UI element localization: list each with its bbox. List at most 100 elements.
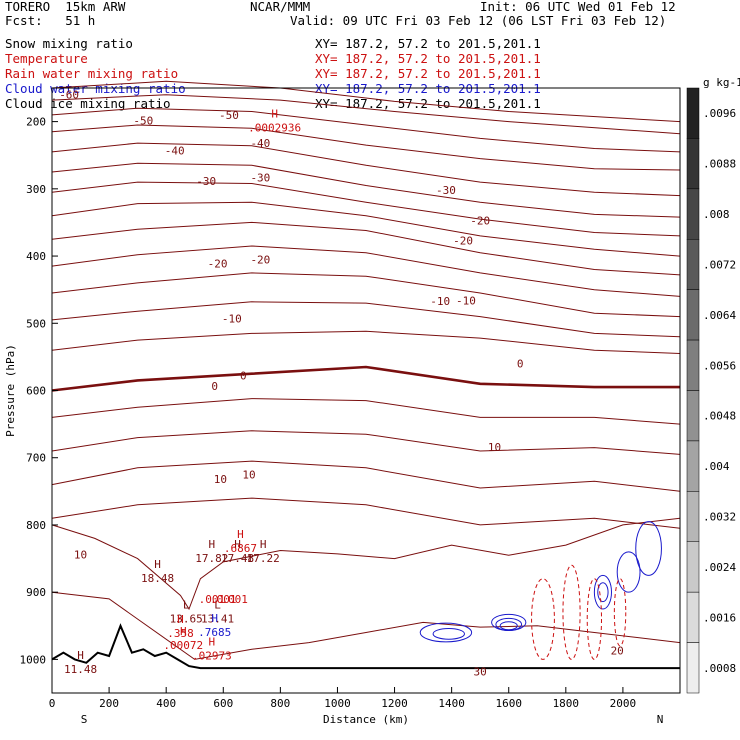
y-tick-label: 300 [26, 183, 46, 196]
extremum-marker: H [154, 558, 161, 571]
extremum-value: 17.48 [221, 552, 254, 565]
x-tick-label: 600 [213, 697, 233, 710]
colorbar-tick-label: .0032 [703, 511, 736, 524]
x-tick-label: 0 [49, 697, 56, 710]
temperature-label: -10 [222, 313, 242, 326]
temperature-contour-line [51, 398, 681, 425]
extremum-value: 11.48 [64, 663, 97, 676]
cloud-water-contour [495, 617, 523, 631]
x-tick-label: 200 [99, 697, 119, 710]
temperature-label: 10 [214, 473, 227, 486]
model-title: TORERO 15km ARW [5, 0, 126, 14]
field-xy-temperature: XY= 187.2, 57.2 to 201.5,201.1 [315, 51, 541, 66]
colorbar-swatch [686, 642, 700, 694]
temperature-label: -40 [165, 145, 185, 158]
rain-label: .001 [221, 593, 248, 606]
temperature-contour-line [51, 124, 681, 171]
temperature-contour-line [51, 245, 681, 297]
y-tick-label: 500 [26, 317, 46, 330]
cloud-water-contours [419, 521, 662, 643]
temperature-label: 0 [211, 380, 218, 393]
colorbar: .0096 .0088 .008 .0072 .0064 .0056 .0048 .004 .0… [686, 76, 740, 694]
y-axis-label: Pressure (hPa) [4, 344, 17, 437]
colorbar-swatch [686, 491, 700, 543]
x-tick-label: 2000 [610, 697, 637, 710]
extremum-marker: L [214, 598, 221, 611]
cloud-water-contour [616, 551, 641, 593]
temperature-label: -10 [456, 294, 476, 307]
colorbar-swatch [686, 239, 700, 290]
extremum-marker: H [209, 635, 216, 648]
colorbar-tick-label: .0016 [703, 611, 736, 624]
extremum-marker: H [211, 612, 218, 625]
y-tick-label: 700 [26, 452, 46, 465]
x-tick-label: 800 [270, 697, 290, 710]
colorbar-tick-label: .008 [703, 208, 730, 221]
x-tick-label: 1600 [495, 697, 522, 710]
temperature-contours [51, 80, 681, 660]
colorbar-swatch [686, 339, 700, 391]
colorbar-swatch [686, 591, 700, 643]
extremum-value: 13.41 [201, 612, 234, 625]
x-tick-label: 400 [156, 697, 176, 710]
colorbar-swatch [686, 289, 700, 341]
temperature-label: -40 [250, 137, 270, 150]
y-tick-label: 800 [26, 519, 46, 532]
temperature-contour-line [51, 430, 681, 455]
extremum-value: 18.48 [141, 572, 174, 585]
colorbar-tick-label: .0056 [703, 359, 736, 372]
contour-labels: -60-50 -50-40-40-30 -30-30-20 -20-20-20-10-… [59, 89, 624, 679]
temperature-label: -10 [430, 295, 450, 308]
extremum-marker: H [271, 108, 278, 121]
center-title: NCAR/MMM [250, 0, 311, 14]
temperature-contour-line [51, 517, 681, 611]
field-label-cloud-ice: Cloud ice mixing ratio [5, 96, 171, 111]
colorbar-tick-label: .0096 [703, 107, 736, 120]
extremum-value: .0002936 [248, 122, 301, 135]
temperature-label: 10 [74, 549, 87, 562]
field-xy-snow: XY= 187.2, 57.2 to 201.5,201.1 [315, 36, 541, 51]
temperature-label: -20 [208, 257, 228, 270]
extremum-value: .02973 [192, 649, 232, 662]
cloud-water-contour [432, 627, 465, 640]
temperature-label: -20 [250, 253, 270, 266]
temperature-label: -20 [470, 214, 490, 227]
colorbar-tick-label: .0024 [703, 561, 736, 574]
colorbar-tick-label: .0008 [703, 662, 736, 675]
temperature-label: 10 [488, 441, 501, 454]
temperature-contour-line [51, 272, 681, 318]
temperature-contour-line [51, 330, 681, 354]
cloud-water-contour [419, 622, 473, 643]
colorbar-swatch [686, 138, 700, 190]
colorbar-tick-label: .0048 [703, 410, 736, 423]
terrain-profile [51, 623, 680, 670]
temperature-label: -60 [59, 89, 79, 102]
x-tick-label: 1400 [438, 697, 465, 710]
temperature-contour-line [51, 162, 681, 218]
temperature-label: -30 [250, 171, 270, 184]
rain-water-contour [586, 578, 603, 660]
forecast-hour: Fcst: 51 h [5, 13, 96, 28]
temperature-contour-line [51, 365, 680, 392]
rain-label: .001 [199, 593, 226, 606]
extremum-marker: H [180, 625, 187, 638]
x-tick-label: 1200 [381, 697, 408, 710]
temperature-label: -30 [196, 175, 216, 188]
x-tick-label: 1000 [324, 697, 351, 710]
temperature-label: 20 [611, 645, 624, 658]
colorbar-swatch [686, 541, 700, 593]
cloud-water-contour [635, 521, 662, 576]
field-label-rain: Rain water mixing ratio [5, 66, 179, 81]
temperature-contour-line [51, 80, 681, 123]
colorbar-swatch [686, 390, 700, 442]
temperature-label: -20 [453, 235, 473, 248]
extremum-marker: H [260, 538, 267, 551]
extremum-value: .7685 [198, 626, 231, 639]
rain-water-contour [531, 578, 555, 660]
extremum-marker: H [234, 538, 241, 551]
y-tick-label: 900 [26, 586, 46, 599]
colorbar-swatch [686, 87, 700, 139]
temperature-label: 30 [474, 665, 487, 678]
cloud-water-contour [593, 574, 612, 610]
